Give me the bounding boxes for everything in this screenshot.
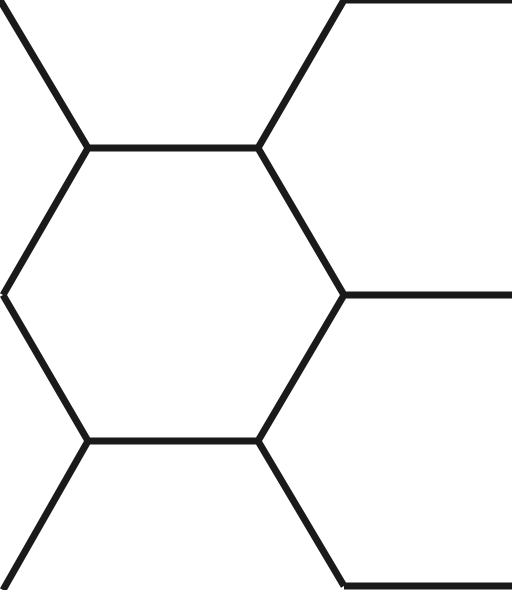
- top-right-diagonal-edge: [254, 0, 348, 150]
- center-lower-left-edge: [0, 293, 92, 443]
- center-upper-right-edge: [254, 146, 348, 297]
- upper-left-diagonal-edge: [0, 0, 92, 150]
- lower-left-diagonal-edge: [0, 439, 92, 590]
- center-upper-left-edge: [0, 146, 92, 297]
- lower-right-diagonal-edge: [254, 439, 348, 588]
- center-lower-right-edge: [254, 293, 348, 443]
